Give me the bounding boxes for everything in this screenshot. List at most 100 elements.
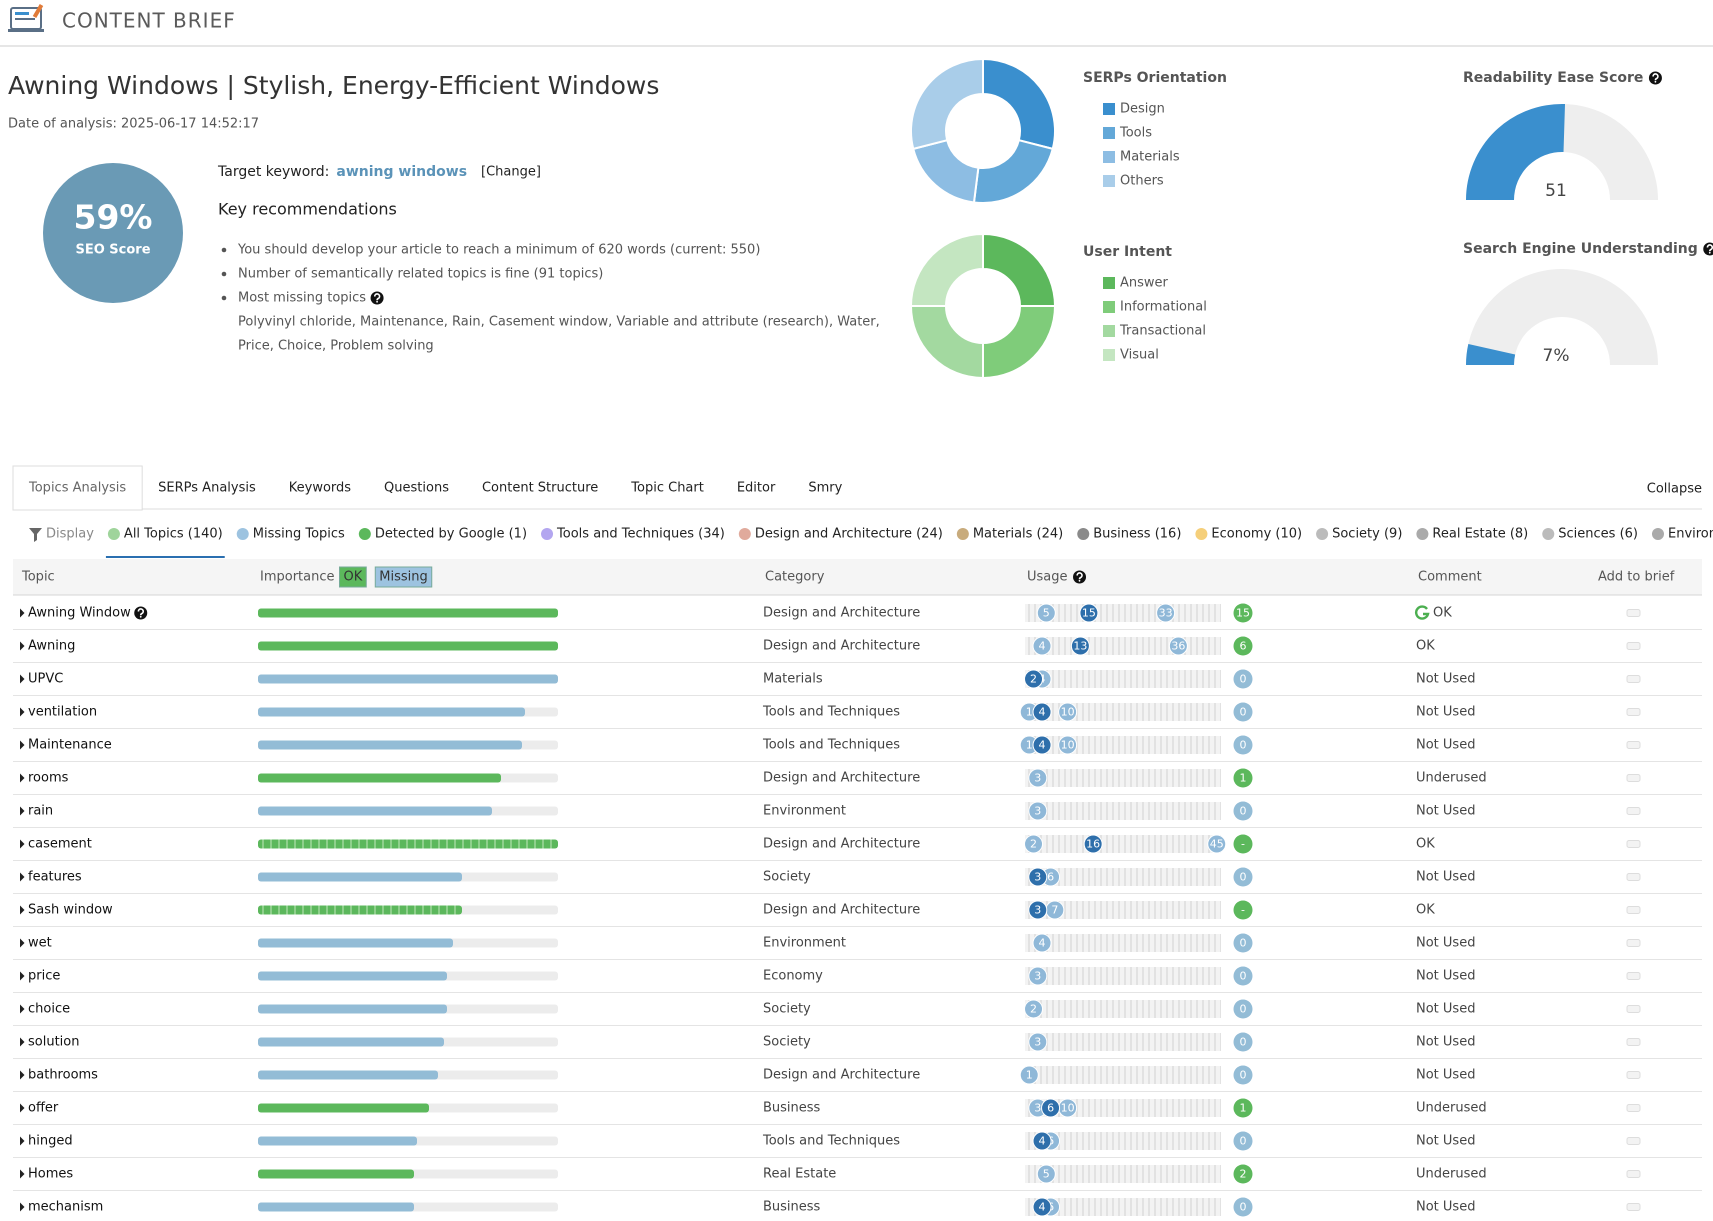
add-to-brief-checkbox[interactable] [1626,774,1641,782]
topic-name: Awning Window [28,606,131,621]
tab[interactable]: Content Structure [482,481,598,496]
add-to-brief-checkbox[interactable] [1626,1005,1641,1013]
category: Tools and Techniques [762,738,900,753]
add-to-brief-checkbox[interactable] [1626,1137,1641,1145]
topic-name: ventilation [28,705,97,720]
expand-arrow[interactable] [20,806,25,816]
filter-item[interactable]: All Topics (140) [124,527,223,542]
category: Society [763,1002,811,1017]
filter-item[interactable]: Materials (24) [973,527,1063,542]
tab[interactable]: SERPs Analysis [158,481,256,496]
chart-title: SERPs Orientation [1083,70,1227,86]
add-to-brief-checkbox[interactable] [1626,1071,1641,1079]
add-to-brief-checkbox[interactable] [1626,873,1641,881]
tab[interactable]: Topics Analysis [28,481,126,496]
importance-bar [258,905,462,915]
expand-arrow[interactable] [20,707,25,717]
expand-arrow[interactable] [20,872,25,882]
filter-item[interactable]: Tools and Techniques (34) [556,527,725,542]
expand-arrow[interactable] [20,1004,25,1014]
filter-dot [1416,528,1429,540]
expand-arrow[interactable] [20,773,25,783]
usage-bubble [1028,1032,1048,1052]
count-label: 0 [1240,871,1247,884]
add-to-brief-checkbox[interactable] [1626,1203,1641,1211]
tab[interactable]: Editor [737,481,776,496]
tab[interactable]: Smry [808,481,842,496]
help-icon [134,606,148,620]
importance-bar [258,1202,414,1212]
header-icon [8,3,44,32]
target-label: Target keyword: [217,164,329,180]
column-header: Usage [1027,570,1068,585]
topic-name: wet [28,936,52,951]
chart-title: Search Engine Understanding [1463,241,1698,257]
add-to-brief-checkbox[interactable] [1626,609,1641,617]
add-to-brief-checkbox[interactable] [1626,1038,1641,1046]
expand-arrow[interactable] [20,1070,25,1080]
add-to-brief-checkbox[interactable] [1626,1104,1641,1112]
count-label: 1 [1240,772,1247,785]
expand-arrow[interactable] [20,740,25,750]
add-to-brief-checkbox[interactable] [1626,906,1641,914]
category: Society [763,870,811,885]
add-to-brief-checkbox[interactable] [1626,972,1641,980]
filter-item[interactable]: Society (9) [1332,527,1402,542]
count-badge [1233,834,1253,854]
usage-label: 16 [1086,838,1100,851]
filter-item[interactable]: Environme... [1668,527,1713,542]
add-to-brief-checkbox[interactable] [1626,708,1641,716]
filter-item[interactable]: Sciences (6) [1558,527,1638,542]
help-icon [370,291,384,305]
expand-arrow[interactable] [20,1037,25,1047]
legend-label: Informational [1120,300,1207,315]
legend-badge [374,566,433,588]
topic-name: price [28,969,60,984]
count-badge [1233,768,1253,788]
add-to-brief-checkbox[interactable] [1626,939,1641,947]
filter-item[interactable]: Economy (10) [1211,527,1302,542]
filter-item[interactable]: Design and Architecture (24) [755,527,943,542]
count-label: 0 [1240,970,1247,983]
usage-track [1025,1000,1221,1018]
expand-arrow[interactable] [20,641,25,651]
expand-arrow[interactable] [20,1136,25,1146]
add-to-brief-checkbox[interactable] [1626,642,1641,650]
filter-item[interactable]: Detected by Google (1) [375,527,527,542]
add-to-brief-checkbox[interactable] [1626,1170,1641,1178]
tab[interactable]: Topic Chart [630,481,704,496]
tab[interactable]: Keywords [289,481,352,496]
expand-arrow[interactable] [20,608,25,618]
expand-arrow[interactable] [20,839,25,849]
change-link[interactable]: [Change] [481,165,541,180]
expand-arrow[interactable] [20,1103,25,1113]
bullet [221,295,227,301]
expand-arrow[interactable] [20,905,25,915]
expand-arrow[interactable] [20,1169,25,1179]
usage-label: 6 [1047,1102,1054,1115]
comment: Not Used [1416,1002,1475,1017]
filter-item[interactable]: Missing Topics [253,527,345,542]
add-to-brief-checkbox[interactable] [1626,675,1641,683]
target-keyword[interactable]: awning windows [336,164,467,180]
tab[interactable]: Questions [384,481,449,496]
importance-bar [258,773,501,783]
column-header: Category [765,570,825,585]
filter-item[interactable]: Real Estate (8) [1432,527,1528,542]
add-to-brief-checkbox[interactable] [1626,741,1641,749]
usage-bubble [1028,768,1048,788]
legend-swatch [1103,103,1115,115]
filter-display[interactable]: Display [46,527,94,542]
column-header: Add to brief [1598,570,1675,585]
expand-arrow[interactable] [20,971,25,981]
filter-item[interactable]: Business (16) [1093,527,1181,542]
usage-bubble [1024,834,1044,854]
expand-arrow[interactable] [20,938,25,948]
expand-arrow[interactable] [20,1202,25,1212]
add-to-brief-checkbox[interactable] [1626,840,1641,848]
add-to-brief-checkbox[interactable] [1626,807,1641,815]
collapse-button[interactable]: Collapse [1647,482,1702,497]
usage-bubble [1028,801,1048,821]
expand-arrow[interactable] [20,674,25,684]
